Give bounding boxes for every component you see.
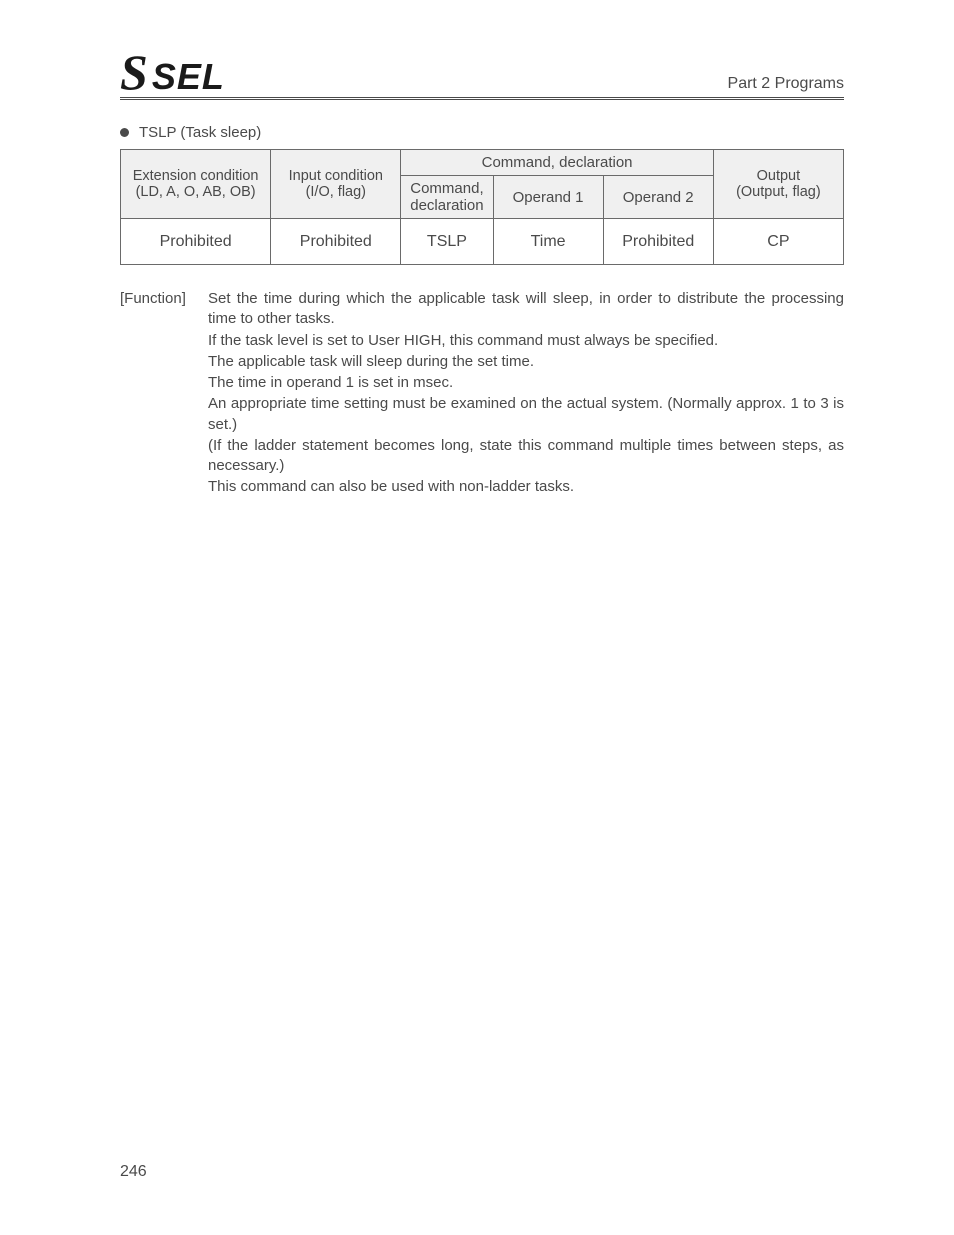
function-label: [Function] [120,289,208,499]
table-row: Prohibited Prohibited TSLP Time Prohibit… [121,219,844,265]
command-table: Extension condition (LD, A, O, AB, OB) I… [120,149,844,265]
function-paragraph: Set the time during which the applicable… [208,289,844,330]
table-header-row-1: Extension condition (LD, A, O, AB, OB) I… [121,150,844,176]
cell-cmd: TSLP [401,219,493,265]
col-ext-header: Extension condition (LD, A, O, AB, OB) [121,150,271,219]
inp-cond-line1: Input condition [277,168,394,184]
page-header: S SEL Part 2 Programs [120,50,844,100]
page-number: 246 [120,1163,147,1181]
function-paragraph: The time in operand 1 is set in msec. [208,373,844,393]
inp-cond-line2: (I/O, flag) [277,184,394,200]
col-out-header: Output (Output, flag) [713,150,843,219]
cell-ext: Prohibited [121,219,271,265]
command-name: TSLP (Task sleep) [139,124,261,141]
out-line1: Output [720,168,837,184]
cell-out: CP [713,219,843,265]
col-inp-header: Input condition (I/O, flag) [271,150,401,219]
cell-op1: Time [493,219,603,265]
command-heading: TSLP (Task sleep) [120,124,844,141]
function-paragraph: An appropriate time setting must be exam… [208,394,844,435]
function-paragraph: If the task level is set to User HIGH, t… [208,331,844,351]
function-paragraph: This command can also be used with non-l… [208,477,844,497]
cell-inp: Prohibited [271,219,401,265]
page: S SEL Part 2 Programs TSLP (Task sleep) … [0,0,954,1235]
cell-op2: Prohibited [603,219,713,265]
ext-cond-line1: Extension condition [127,168,264,184]
col-op2-header: Operand 2 [603,176,713,219]
col-cmd-header: Command, declaration [401,176,493,219]
section-title: Part 2 Programs [728,75,844,97]
col-cmd-group-header: Command, declaration [401,150,713,176]
col-op1-header: Operand 1 [493,176,603,219]
logo-initial: S [120,47,146,97]
function-paragraph: (If the ladder statement becomes long, s… [208,436,844,477]
logo-text: SEL [152,59,225,95]
bullet-icon [120,128,129,137]
out-line2: (Output, flag) [720,184,837,200]
function-text: Set the time during which the applicable… [208,289,844,499]
ext-cond-line2: (LD, A, O, AB, OB) [127,184,264,200]
function-paragraph: The applicable task will sleep during th… [208,352,844,372]
logo: S SEL [120,47,225,97]
function-block: [Function] Set the time during which the… [120,289,844,499]
